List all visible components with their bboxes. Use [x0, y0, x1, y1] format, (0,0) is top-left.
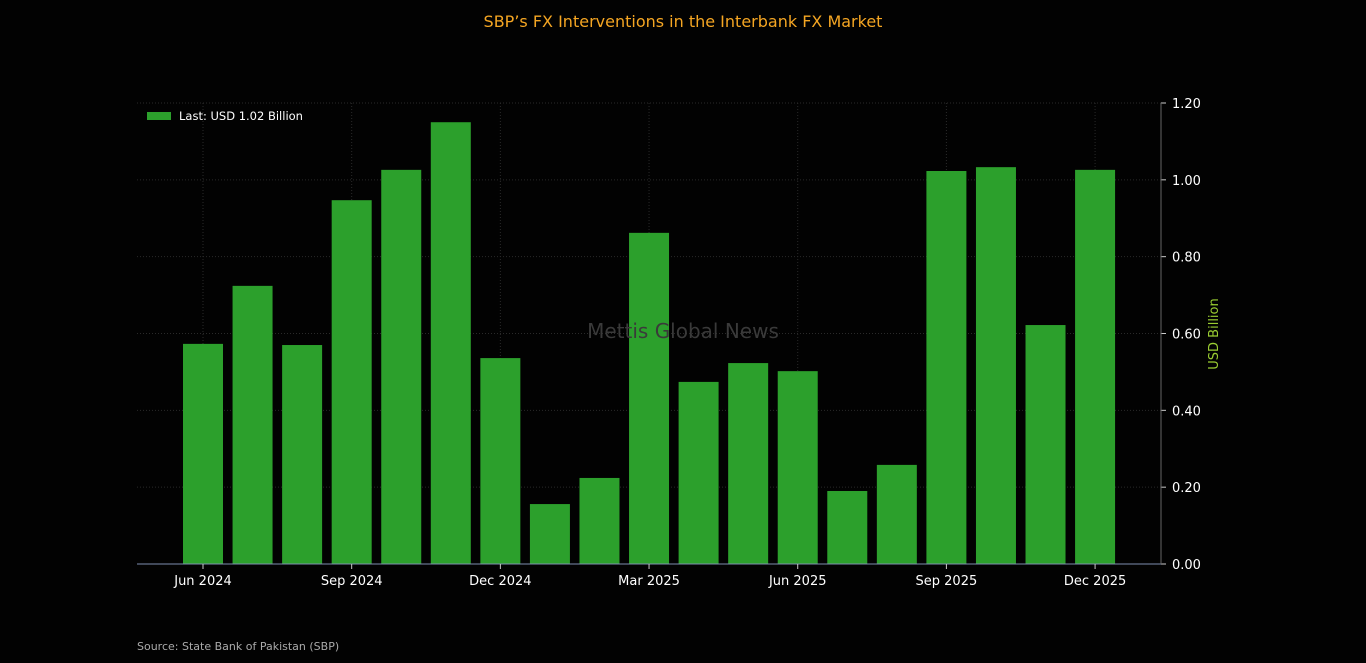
x-tick-label: Sep 2024: [321, 574, 383, 589]
bar-oct-2025: [975, 167, 1016, 565]
legend-label: Last: USD 1.02 Billion: [179, 109, 303, 123]
source-note: Source: State Bank of Pakistan (SBP): [137, 640, 340, 653]
bar-oct-2024: [381, 169, 422, 564]
chart-title: SBP’s FX Interventions in the Interbank …: [483, 12, 883, 31]
y-tick-label: 0.00: [1172, 558, 1201, 573]
y-tick-label: 0.20: [1172, 481, 1201, 496]
x-tick-label: Jun 2024: [173, 574, 232, 589]
bar-sep-2025: [926, 170, 967, 564]
legend-swatch: [147, 112, 171, 120]
bar-aug-2024: [282, 345, 323, 564]
bar-aug-2025: [876, 464, 917, 564]
x-tick-label: Dec 2024: [469, 574, 531, 589]
bar-jun-2024: [183, 343, 223, 564]
bar-dec-2025: [1075, 169, 1116, 564]
bar-nov-2024: [430, 122, 471, 564]
y-tick-label: 0.40: [1172, 404, 1201, 419]
bar-nov-2025: [1025, 325, 1066, 564]
bar-mar-2025: [629, 232, 670, 564]
y-tick-label: 0.60: [1172, 328, 1201, 343]
x-tick-label: Jun 2025: [768, 574, 827, 589]
y-tick-label: 1.20: [1172, 97, 1201, 112]
bar-jul-2025: [827, 491, 868, 564]
bar-apr-2025: [678, 381, 719, 564]
y-tick-label: 1.00: [1172, 174, 1201, 189]
x-tick-label: Dec 2025: [1064, 574, 1126, 589]
bar-jun-2025: [777, 371, 818, 564]
watermark: Mettis Global News: [587, 319, 779, 343]
x-tick-label: Sep 2025: [916, 574, 978, 589]
bar-jan-2025: [529, 504, 570, 564]
bar-may-2025: [728, 363, 769, 564]
bar-sep-2024: [331, 200, 372, 565]
bar-jul-2024: [232, 285, 273, 564]
y-tick-label: 0.80: [1172, 251, 1201, 266]
bar-dec-2024: [480, 358, 521, 564]
y-axis-label: USD Billion: [1207, 298, 1222, 369]
x-tick-label: Mar 2025: [618, 574, 680, 589]
bar-feb-2025: [579, 477, 620, 564]
